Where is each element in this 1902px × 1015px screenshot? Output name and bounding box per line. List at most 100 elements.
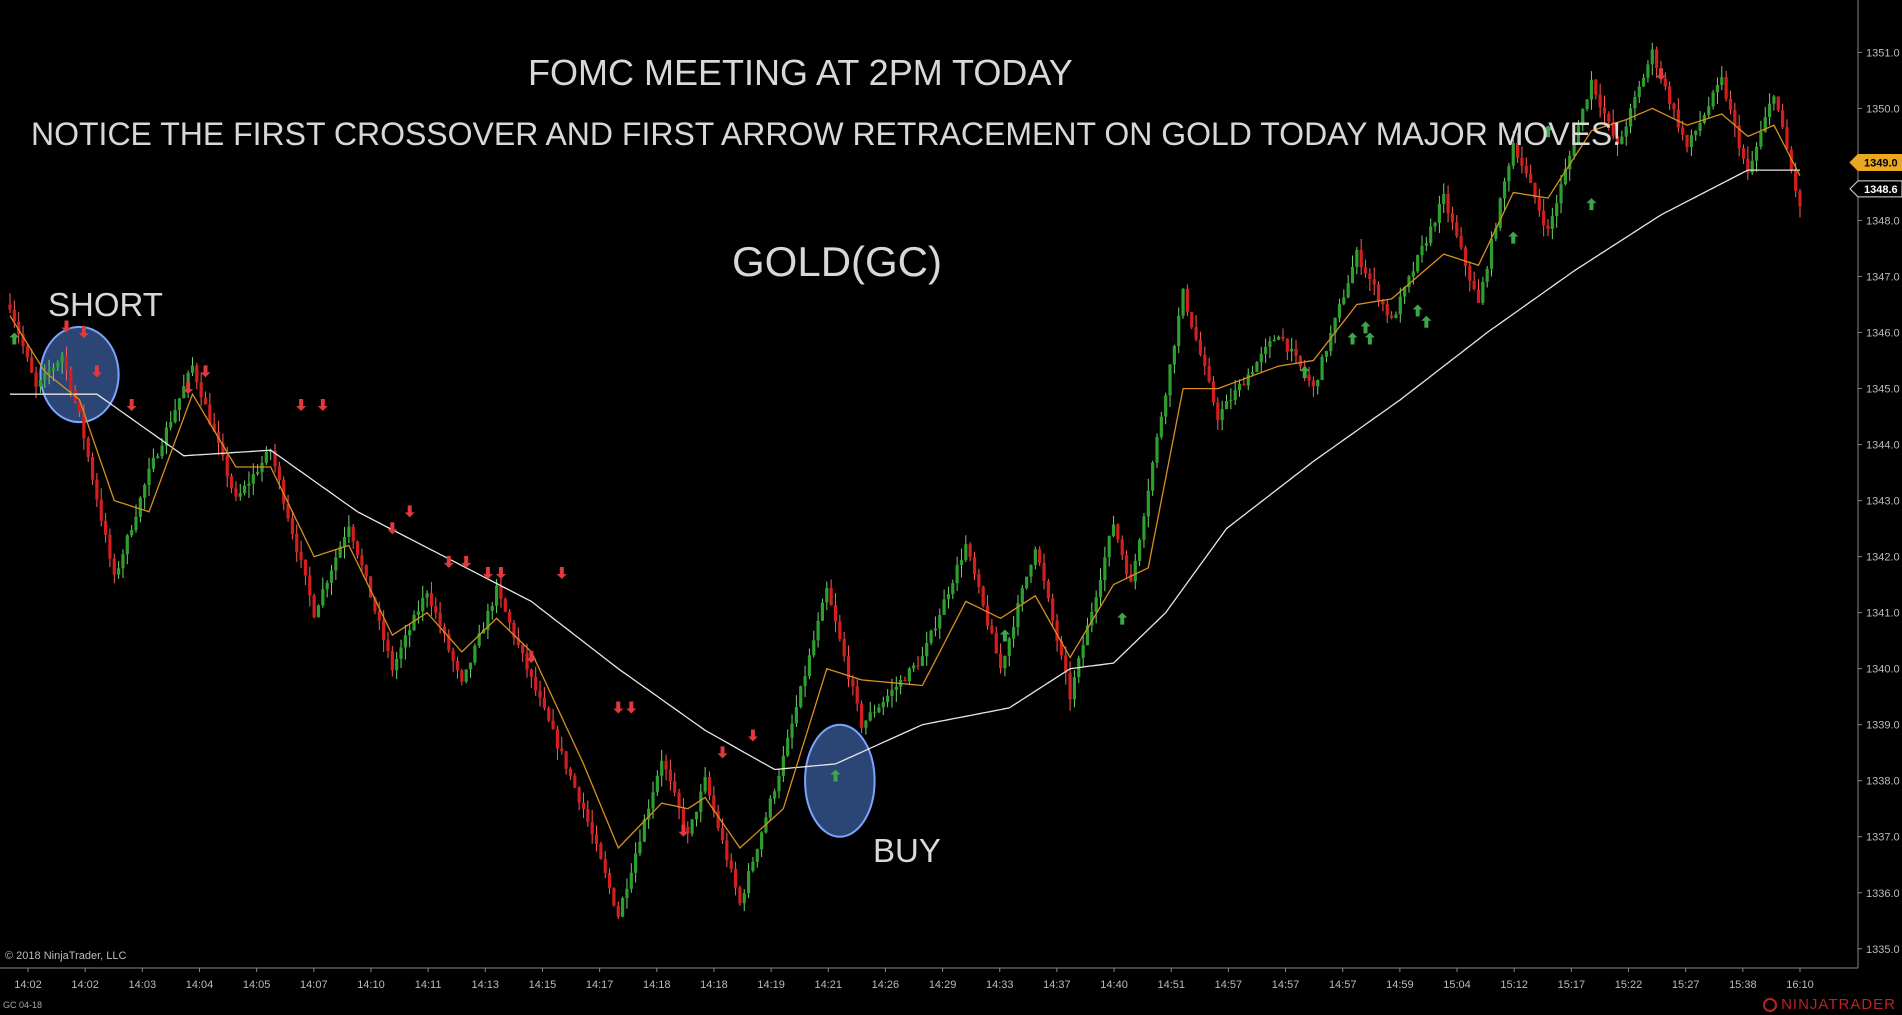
- time-axis-tick-label: 14:17: [586, 979, 614, 991]
- price-bar-body: [1733, 109, 1737, 126]
- price-bar-body: [690, 819, 694, 834]
- price-bar-body: [1068, 673, 1072, 700]
- price-bar-body: [21, 334, 25, 347]
- price-bar-body: [1342, 297, 1346, 305]
- current-price-badge: [1849, 180, 1902, 198]
- price-bar-body: [382, 620, 386, 641]
- price-bar-body: [1194, 327, 1198, 340]
- price-bar-body: [1350, 266, 1355, 284]
- price-bar-body: [69, 369, 73, 391]
- buy-signal-arrow-icon: [1117, 612, 1128, 625]
- sell-signal-arrow-icon: [556, 567, 567, 580]
- price-bar-body: [1407, 276, 1411, 288]
- price-bar-body: [725, 840, 729, 861]
- sell-signal-arrow-icon: [678, 824, 689, 837]
- time-axis-tick-label: 14:57: [1329, 979, 1357, 991]
- price-bar-body: [1172, 346, 1176, 365]
- price-bar-body: [1685, 134, 1689, 147]
- price-bar-body: [143, 484, 147, 498]
- price-bar-body: [1146, 490, 1150, 517]
- price-bar-body: [273, 450, 277, 467]
- price-bar-body: [229, 476, 234, 489]
- buy-signal-arrow-icon: [1508, 231, 1519, 244]
- price-bar-body: [786, 737, 790, 756]
- price-bar-body: [1216, 402, 1220, 421]
- price-bar-body: [1138, 539, 1142, 561]
- price-bar-body: [130, 530, 134, 536]
- price-bar-body: [1090, 611, 1094, 626]
- price-bar-body: [1324, 351, 1329, 357]
- price-bar-body: [77, 401, 82, 413]
- price-bar-body: [951, 583, 955, 595]
- price-bar-body: [164, 427, 169, 446]
- price-bar-body: [647, 808, 651, 820]
- price-bar-body: [508, 611, 512, 623]
- sell-signal-arrow-icon: [613, 701, 624, 714]
- price-bar-body: [738, 887, 742, 904]
- price-bar-body: [1064, 655, 1068, 674]
- buy-signal-arrow-icon: [1347, 332, 1358, 345]
- price-bar-body: [1398, 296, 1402, 315]
- price-axis-tick-label: 1343.0: [1866, 496, 1900, 508]
- price-bar-body: [82, 412, 86, 439]
- price-bar-body: [1498, 198, 1502, 228]
- price-bar-body: [1798, 190, 1802, 207]
- price-bar-body: [125, 535, 129, 555]
- price-bar-body: [473, 645, 477, 663]
- time-axis-tick-label: 14:03: [129, 979, 157, 991]
- time-axis-tick-label: 14:11: [415, 979, 442, 991]
- price-bar-body: [977, 574, 981, 587]
- price-bar-body: [655, 775, 659, 793]
- price-bar-body: [1537, 197, 1541, 211]
- moving-averages-layer: [9, 107, 1801, 850]
- price-bar-body: [1094, 597, 1098, 612]
- price-bar-body: [225, 455, 229, 477]
- price-bar-body: [60, 355, 64, 363]
- price-bar-body: [1668, 86, 1672, 104]
- price-bar-body: [1233, 390, 1237, 401]
- price-axis-tick-label: 1338.0: [1866, 776, 1900, 788]
- time-axis-tick-label: 14:57: [1215, 979, 1243, 991]
- price-bar-body: [1181, 288, 1185, 316]
- price-bar-body: [1316, 380, 1320, 387]
- price-bar-body: [760, 832, 764, 850]
- price-bar-body: [1785, 127, 1789, 150]
- price-bar-body: [829, 587, 833, 606]
- price-bar-body: [1242, 383, 1246, 386]
- price-bar-body: [160, 445, 164, 457]
- price-bar-body: [1576, 125, 1581, 145]
- price-bar-body: [1455, 222, 1459, 236]
- price-bar-body: [1059, 640, 1064, 656]
- price-bar-body: [773, 791, 777, 799]
- price-bar-body: [1559, 184, 1563, 204]
- price-bar-body: [386, 640, 390, 652]
- price-bar-body: [1376, 284, 1381, 301]
- price-bar-body: [881, 702, 885, 708]
- buy-signal-arrow-icon: [1360, 321, 1371, 334]
- price-bar-body: [1572, 144, 1576, 156]
- sell-signal-arrow-icon: [200, 365, 211, 378]
- sell-signal-arrow-icon: [61, 320, 72, 333]
- price-bar-body: [1442, 193, 1446, 204]
- time-axis-tick-label: 14:18: [700, 979, 728, 991]
- price-bar-body: [269, 450, 273, 452]
- price-bar-body: [503, 598, 507, 612]
- sell-signal-arrow-icon: [317, 398, 328, 411]
- price-bar-body: [1051, 598, 1055, 621]
- price-bar-body: [1776, 96, 1780, 111]
- price-bar-body: [955, 565, 959, 584]
- current-price-badge: [1849, 153, 1902, 171]
- price-bar-body: [1615, 136, 1620, 145]
- price-bar-body: [455, 660, 460, 671]
- price-bar-body: [1281, 336, 1285, 339]
- price-bar-body: [1151, 462, 1155, 491]
- price-bar-body: [1250, 372, 1255, 375]
- price-bar-body: [1672, 103, 1676, 110]
- price-bar-body: [1546, 225, 1550, 229]
- price-bar-body: [1472, 280, 1476, 290]
- price-bar-body: [486, 610, 490, 630]
- price-bar-body: [868, 712, 872, 721]
- price-bar-body: [1424, 243, 1428, 246]
- price-bar-body: [1633, 96, 1637, 109]
